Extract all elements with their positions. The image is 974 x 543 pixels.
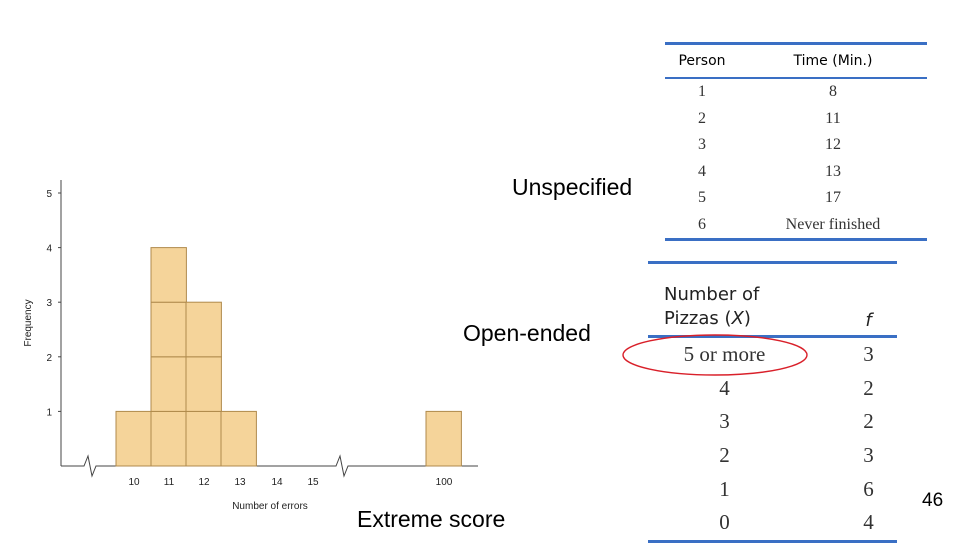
table-row: 4 13 xyxy=(665,159,927,186)
time-cell: Never finished xyxy=(785,215,881,233)
person-cell: 3 xyxy=(698,136,706,154)
histogram-bar-block xyxy=(425,410,462,467)
f-header: f xyxy=(840,262,897,338)
open-ended-highlight-ellipse xyxy=(622,334,808,376)
x-tick-label: 14 xyxy=(271,477,283,488)
y-tick-label: 1 xyxy=(46,407,52,418)
y-tick-label: 4 xyxy=(46,244,52,255)
time-cell: 17 xyxy=(825,189,841,207)
y-tick-label: 3 xyxy=(46,298,52,309)
x-tick-label: 100 xyxy=(436,477,453,488)
unspecified-label: Unspecified xyxy=(512,174,633,200)
table-row: 3 12 xyxy=(665,132,927,159)
pizzas-cell: 2 xyxy=(719,443,730,468)
open-ended-label: Open-ended xyxy=(463,320,591,346)
time-cell: 11 xyxy=(825,109,841,127)
time-cell: 12 xyxy=(825,136,841,154)
x-tick-label: 10 xyxy=(128,477,140,488)
person-cell: 6 xyxy=(698,215,706,233)
time-table-header: Person Time (Min.) xyxy=(665,43,927,79)
person-cell: 5 xyxy=(698,189,706,207)
x-tick-label: 11 xyxy=(164,477,175,488)
f-cell: 3 xyxy=(863,443,874,468)
table-row: 5 17 xyxy=(665,185,927,212)
page-number: 46 xyxy=(922,490,944,511)
pizzas-cell: 0 xyxy=(719,510,730,535)
histogram-bar-block xyxy=(150,301,187,358)
f-cell: 3 xyxy=(863,342,874,367)
pizza-table-header: Number of Pizzas (X) f xyxy=(648,262,897,338)
person-cell: 2 xyxy=(698,109,706,127)
pizzas-cell: 5 or more xyxy=(683,342,766,367)
histogram-bar-block xyxy=(115,410,152,467)
x-axis-title: Number of errors xyxy=(232,501,308,512)
table-row: 2 11 xyxy=(665,106,927,133)
f-cell: 2 xyxy=(863,409,874,434)
pizzas-header: Number of Pizzas (X) xyxy=(648,262,840,338)
x-tick-label: 12 xyxy=(198,477,210,488)
f-cell: 4 xyxy=(863,510,874,535)
pizzas-cell: 4 xyxy=(719,375,730,400)
y-tick-label: 2 xyxy=(46,353,52,364)
pizzas-cell: 3 xyxy=(719,409,730,434)
time-cell: 8 xyxy=(829,83,837,101)
pizzas-header-line2: Pizzas ( xyxy=(664,308,732,329)
pizzas-cell: 1 xyxy=(719,476,730,501)
person-cell: 4 xyxy=(698,162,706,180)
y-tick-label: 5 xyxy=(46,189,52,200)
histogram-bar-block xyxy=(150,356,187,412)
table-row: 6 Never finished xyxy=(665,212,927,240)
pizzas-header-close: ) xyxy=(743,308,751,329)
histogram-bar-block xyxy=(220,410,257,467)
f-cell: 6 xyxy=(863,476,874,501)
histogram-bar-block xyxy=(185,301,222,358)
pizzas-header-var: X xyxy=(731,308,744,329)
table-row: 5 or more 3 xyxy=(648,337,897,372)
f-cell: 2 xyxy=(863,375,874,400)
person-cell: 1 xyxy=(698,83,706,101)
time-header: Time (Min.) xyxy=(739,43,927,79)
y-axis-title: Frequency xyxy=(23,299,34,346)
histogram-bar-block xyxy=(150,247,187,303)
histogram-bar-block xyxy=(185,410,222,467)
extreme-score-label: Extreme score xyxy=(357,506,506,532)
person-header: Person xyxy=(665,43,739,79)
x-tick-label: 13 xyxy=(234,477,246,488)
time-cell: 13 xyxy=(825,162,841,180)
histogram-bar-block xyxy=(150,410,187,467)
histogram-bar-block xyxy=(185,356,222,412)
pizzas-header-line1: Number of xyxy=(664,284,760,305)
x-tick-label: 15 xyxy=(307,477,319,488)
